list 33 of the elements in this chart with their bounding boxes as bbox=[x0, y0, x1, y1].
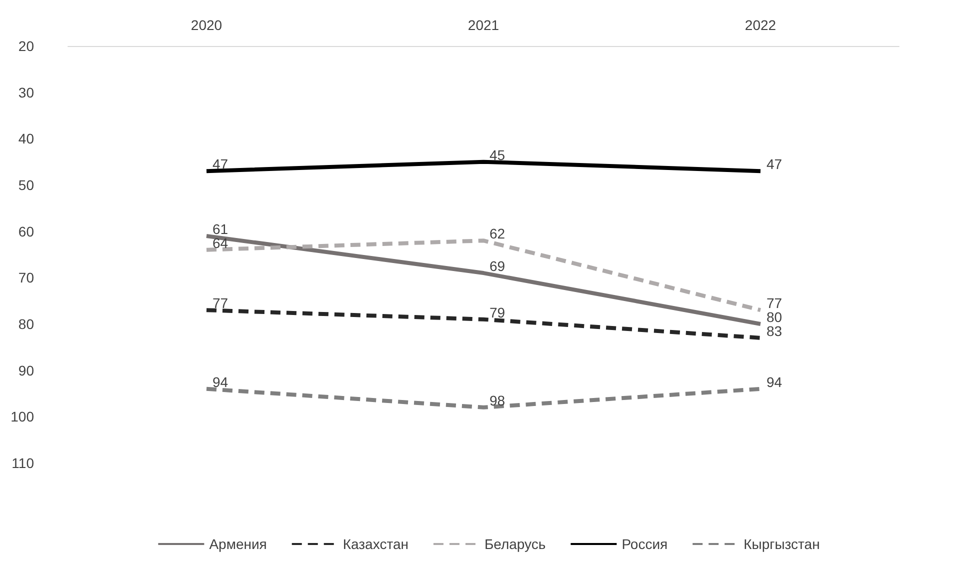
data-label: 77 bbox=[766, 295, 782, 312]
legend-label: Россия bbox=[622, 536, 668, 552]
legend-label: Кыргызстан bbox=[744, 536, 820, 552]
x-tick-label: 2020 bbox=[190, 17, 222, 33]
data-label: 61 bbox=[212, 220, 228, 237]
legend-label: Казахстан bbox=[342, 536, 408, 552]
y-tick-label: 100 bbox=[10, 408, 34, 425]
legend-label: Беларусь bbox=[484, 536, 546, 552]
data-label: 94 bbox=[766, 374, 782, 390]
data-label: 79 bbox=[490, 304, 506, 320]
data-label: 64 bbox=[212, 234, 228, 251]
y-tick-label: 60 bbox=[18, 223, 34, 240]
y-tick-label: 70 bbox=[18, 270, 34, 286]
data-label: 98 bbox=[490, 392, 506, 408]
data-label: 77 bbox=[212, 295, 228, 312]
data-label: 80 bbox=[766, 309, 782, 325]
y-tick-label: 30 bbox=[18, 84, 34, 100]
data-label: 45 bbox=[490, 146, 506, 163]
data-label: 94 bbox=[212, 374, 228, 390]
y-tick-label: 40 bbox=[18, 130, 34, 147]
y-tick-label: 80 bbox=[18, 316, 34, 332]
data-label: 83 bbox=[766, 322, 782, 339]
x-tick-label: 2022 bbox=[744, 17, 776, 33]
y-tick-label: 20 bbox=[18, 38, 34, 54]
data-label: 69 bbox=[490, 258, 506, 274]
y-tick-label: 50 bbox=[18, 177, 34, 193]
x-tick-label: 2021 bbox=[468, 17, 500, 33]
legend-label: Армения bbox=[209, 536, 267, 552]
data-label: 62 bbox=[490, 226, 506, 242]
y-tick-label: 90 bbox=[18, 362, 34, 378]
data-label: 47 bbox=[212, 156, 228, 172]
data-label: 47 bbox=[766, 156, 782, 172]
y-tick-label: 110 bbox=[12, 455, 34, 471]
